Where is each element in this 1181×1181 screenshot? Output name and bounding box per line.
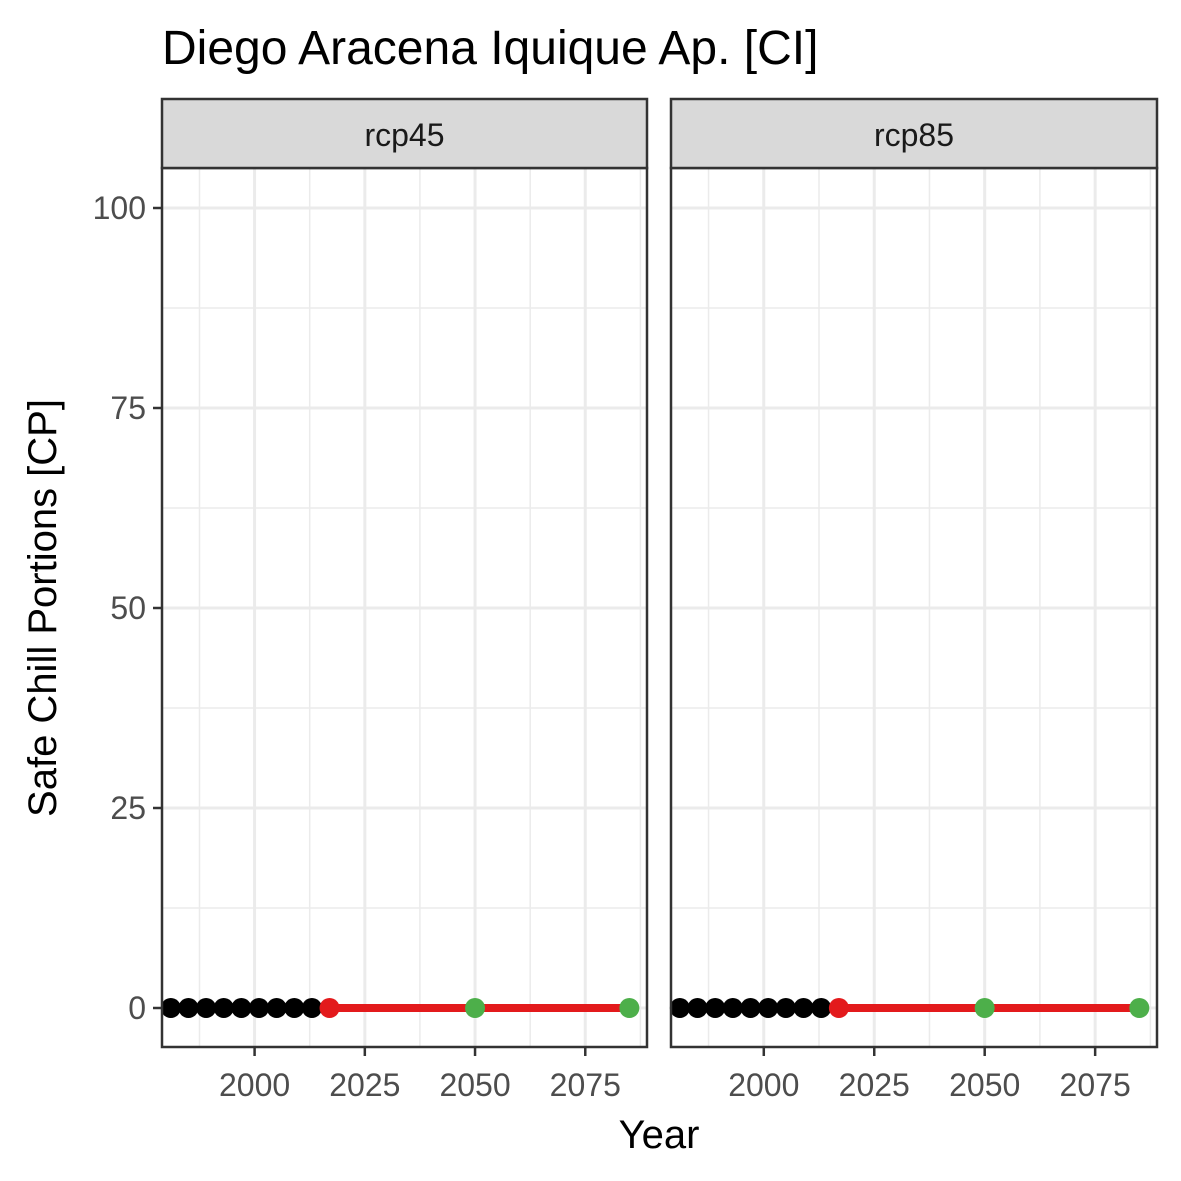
facet-panel-rcp45: rcp45 2000 2025 2050 2075 0 25 50 75 100 (93, 97, 649, 1103)
historic-point (231, 998, 252, 1018)
future-point (1129, 998, 1150, 1018)
facet-panels: rcp45 2000 2025 2050 2075 0 25 50 75 100 rcp85 2000… (93, 97, 1159, 1103)
x-tick-label: 2075 (1060, 1067, 1131, 1103)
future-point (974, 998, 995, 1018)
facet-strip-label: rcp85 (874, 117, 954, 153)
historic-point (301, 998, 322, 1018)
y-tick-label: 50 (110, 590, 146, 626)
historic-point (669, 998, 690, 1018)
historic-point (705, 998, 726, 1018)
baseline-point (828, 998, 849, 1018)
historic-point (758, 998, 779, 1018)
historic-point (266, 998, 287, 1018)
facet-strip-label: rcp45 (364, 117, 444, 153)
y-tick-label: 25 (110, 790, 146, 826)
historic-point (160, 998, 181, 1018)
historic-point (775, 998, 796, 1018)
historic-point (213, 998, 234, 1018)
y-tick-label: 75 (110, 390, 146, 426)
x-tick-label: 2000 (728, 1067, 799, 1103)
future-point (619, 998, 640, 1018)
historic-point (722, 998, 743, 1018)
x-tick-label: 2025 (839, 1067, 910, 1103)
facet-strip (669, 97, 1159, 170)
facet-panel-rcp85: rcp85 2000 2025 2050 2075 (669, 97, 1159, 1103)
x-tick-label: 2075 (550, 1067, 621, 1103)
historic-point (811, 998, 832, 1018)
y-tick-label: 100 (93, 190, 146, 226)
historic-point (249, 998, 269, 1018)
future-point (465, 998, 486, 1018)
historic-point (740, 998, 761, 1018)
historic-point (284, 998, 305, 1018)
x-tick-label: 2050 (439, 1067, 510, 1103)
x-tick-label: 2050 (949, 1067, 1020, 1103)
chart-title: Diego Aracena Iquique Ap. [CI] (162, 22, 818, 75)
y-axis-title: Safe Chill Portions [CP] (21, 399, 65, 817)
historic-point (793, 998, 814, 1018)
y-tick-label: 0 (128, 990, 146, 1026)
historic-point (196, 998, 217, 1018)
x-tick-label: 2000 (219, 1067, 290, 1103)
x-tick-label: 2025 (329, 1067, 400, 1103)
baseline-point (319, 998, 340, 1018)
x-axis-title: Year (619, 1113, 700, 1157)
facet-strip (160, 97, 649, 170)
historic-point (178, 998, 199, 1018)
historic-point (687, 998, 708, 1018)
